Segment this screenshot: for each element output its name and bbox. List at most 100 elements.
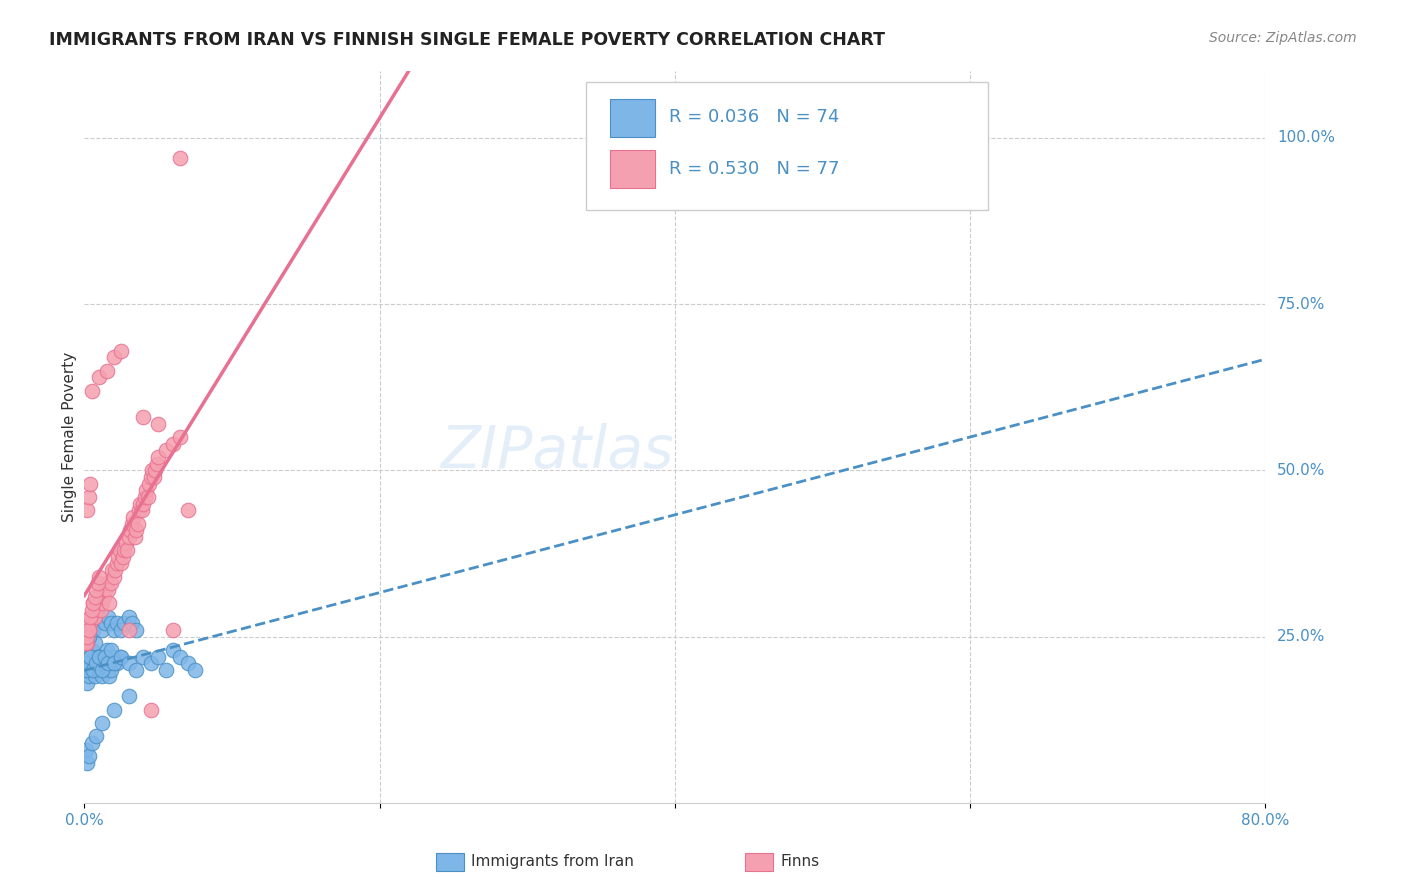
Point [87, 370, 111, 384]
Point [162, 643, 184, 657]
Point [124, 530, 146, 544]
Point [131, 503, 153, 517]
Point [82, 596, 104, 610]
Point [83, 590, 105, 604]
Point [91, 596, 114, 610]
Point [84, 729, 107, 743]
Point [100, 663, 122, 677]
Y-axis label: Single Female Poverty: Single Female Poverty [62, 352, 77, 522]
Point [118, 623, 141, 637]
Point [155, 443, 177, 458]
Point [125, 663, 148, 677]
Point [86, 596, 108, 610]
Point [87, 570, 111, 584]
Point [91, 623, 114, 637]
Point [98, 596, 121, 610]
Point [80, 603, 103, 617]
Point [84, 616, 107, 631]
Point [145, 457, 167, 471]
Point [125, 523, 148, 537]
Point [136, 490, 159, 504]
Point [80, 384, 103, 398]
Point [91, 669, 114, 683]
Point [138, 476, 160, 491]
Point [107, 549, 129, 564]
Point [162, 623, 184, 637]
Point [118, 690, 141, 704]
Point [82, 623, 104, 637]
Point [77, 749, 100, 764]
Point [110, 649, 132, 664]
Text: ZIPatlas: ZIPatlas [440, 423, 673, 480]
Point [96, 363, 118, 377]
Point [86, 656, 108, 670]
Point [96, 643, 118, 657]
Point [79, 663, 101, 677]
Point [114, 536, 136, 550]
Point [96, 576, 118, 591]
Point [143, 463, 166, 477]
Point [84, 656, 107, 670]
Point [101, 563, 124, 577]
Point [80, 736, 103, 750]
Point [120, 523, 142, 537]
Point [87, 609, 111, 624]
Point [94, 649, 117, 664]
Point [77, 623, 100, 637]
Point [77, 623, 100, 637]
Point [122, 509, 145, 524]
Text: Immigrants from Iran: Immigrants from Iran [471, 855, 634, 869]
Point [103, 351, 125, 365]
Text: 25.0%: 25.0% [1277, 629, 1326, 644]
Point [83, 636, 105, 650]
Point [128, 503, 150, 517]
Point [118, 656, 141, 670]
Point [82, 656, 104, 670]
Point [84, 663, 107, 677]
Text: R = 0.036   N = 74: R = 0.036 N = 74 [669, 109, 839, 127]
Point [82, 596, 104, 610]
Point [108, 649, 131, 664]
Point [134, 490, 156, 504]
Point [97, 609, 120, 624]
Point [76, 676, 98, 690]
Point [75, 636, 97, 650]
Point [86, 649, 108, 664]
Point [115, 543, 138, 558]
Point [87, 649, 111, 664]
Bar [610, 151, 655, 188]
Point [100, 576, 122, 591]
Point [91, 716, 114, 731]
Point [97, 663, 120, 677]
Point [76, 630, 98, 644]
Point [93, 590, 115, 604]
Point [177, 656, 200, 670]
Point [79, 616, 101, 631]
Text: Source: ZipAtlas.com: Source: ZipAtlas.com [1209, 31, 1357, 45]
Text: Finns: Finns [780, 855, 820, 869]
Point [139, 703, 162, 717]
Point [103, 656, 125, 670]
Bar [610, 99, 655, 137]
Point [162, 436, 184, 450]
Point [93, 649, 115, 664]
Point [111, 549, 134, 564]
Text: R = 0.530   N = 77: R = 0.530 N = 77 [669, 160, 839, 178]
Point [148, 649, 170, 664]
Point [100, 616, 122, 631]
Point [79, 476, 101, 491]
Point [90, 603, 112, 617]
Point [118, 530, 141, 544]
Point [132, 497, 155, 511]
Point [132, 649, 155, 664]
Point [110, 557, 132, 571]
Text: 75.0%: 75.0% [1277, 297, 1326, 311]
Point [97, 582, 120, 597]
Point [118, 609, 141, 624]
Point [76, 656, 98, 670]
Point [108, 543, 131, 558]
Point [169, 430, 191, 444]
Text: 100.0%: 100.0% [1277, 130, 1336, 145]
Point [127, 516, 149, 531]
Point [80, 609, 103, 624]
